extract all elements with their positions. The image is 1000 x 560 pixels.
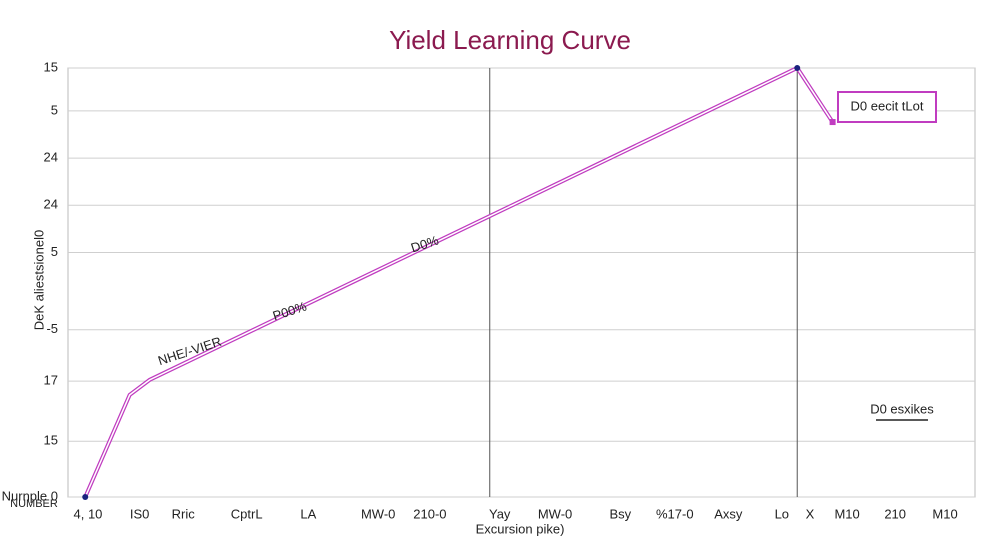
annotation: NHE/-VIER	[156, 334, 223, 369]
x-tick-label: CptrL	[231, 506, 263, 521]
x-tick-label: MW-0	[361, 506, 395, 521]
y-tick-label: 24	[44, 150, 58, 165]
x-tick-label: LA	[300, 506, 316, 521]
point	[829, 119, 836, 126]
x-tick-label: Lo	[775, 506, 789, 521]
x-tick-label: Bsy	[610, 506, 632, 521]
y-tick-label: 24	[44, 197, 58, 212]
point	[82, 494, 89, 500]
y-tick-label: 5	[51, 102, 58, 117]
y-tick-label: 15	[44, 433, 58, 448]
x-axis-label: Excursion pike)	[476, 521, 565, 536]
x-tick-label: MW-0	[538, 506, 572, 521]
x-tick-label: Yay	[489, 506, 511, 521]
x-tick-label: 210	[884, 506, 906, 521]
annotation: NUMBER	[10, 498, 58, 510]
y-axis-label: DeK aliestsionel0	[31, 230, 46, 330]
annotation: D0 esxikes	[870, 401, 934, 416]
y-tick-label: 5	[51, 244, 58, 259]
y-tick-label: Nurnple 0	[2, 488, 58, 503]
plot-frame	[67, 67, 976, 498]
x-tick-label: M10	[834, 506, 859, 521]
legend-box	[837, 91, 937, 123]
x-tick-label: Rric	[172, 506, 196, 521]
chart-title: Yield Learning Curve	[389, 25, 631, 55]
line-series-inner	[84, 67, 834, 498]
y-tick-label: 15	[44, 59, 58, 74]
y-tick-label: -5	[46, 321, 58, 336]
x-tick-label: IS0	[130, 506, 150, 521]
annotation: P00%	[271, 298, 309, 323]
x-tick-label: 210-0	[413, 506, 446, 521]
line-series	[83, 65, 835, 498]
x-tick-label: X	[806, 506, 815, 521]
x-tick-label: %17-0	[656, 506, 694, 521]
y-tick-label: 17	[44, 373, 58, 388]
point	[794, 65, 801, 71]
legend-label: D0 eecit tLot	[851, 98, 924, 113]
x-tick-label: 4, 10	[73, 506, 102, 521]
x-tick-label: Axsy	[714, 506, 743, 521]
x-tick-label: M10	[932, 506, 957, 521]
